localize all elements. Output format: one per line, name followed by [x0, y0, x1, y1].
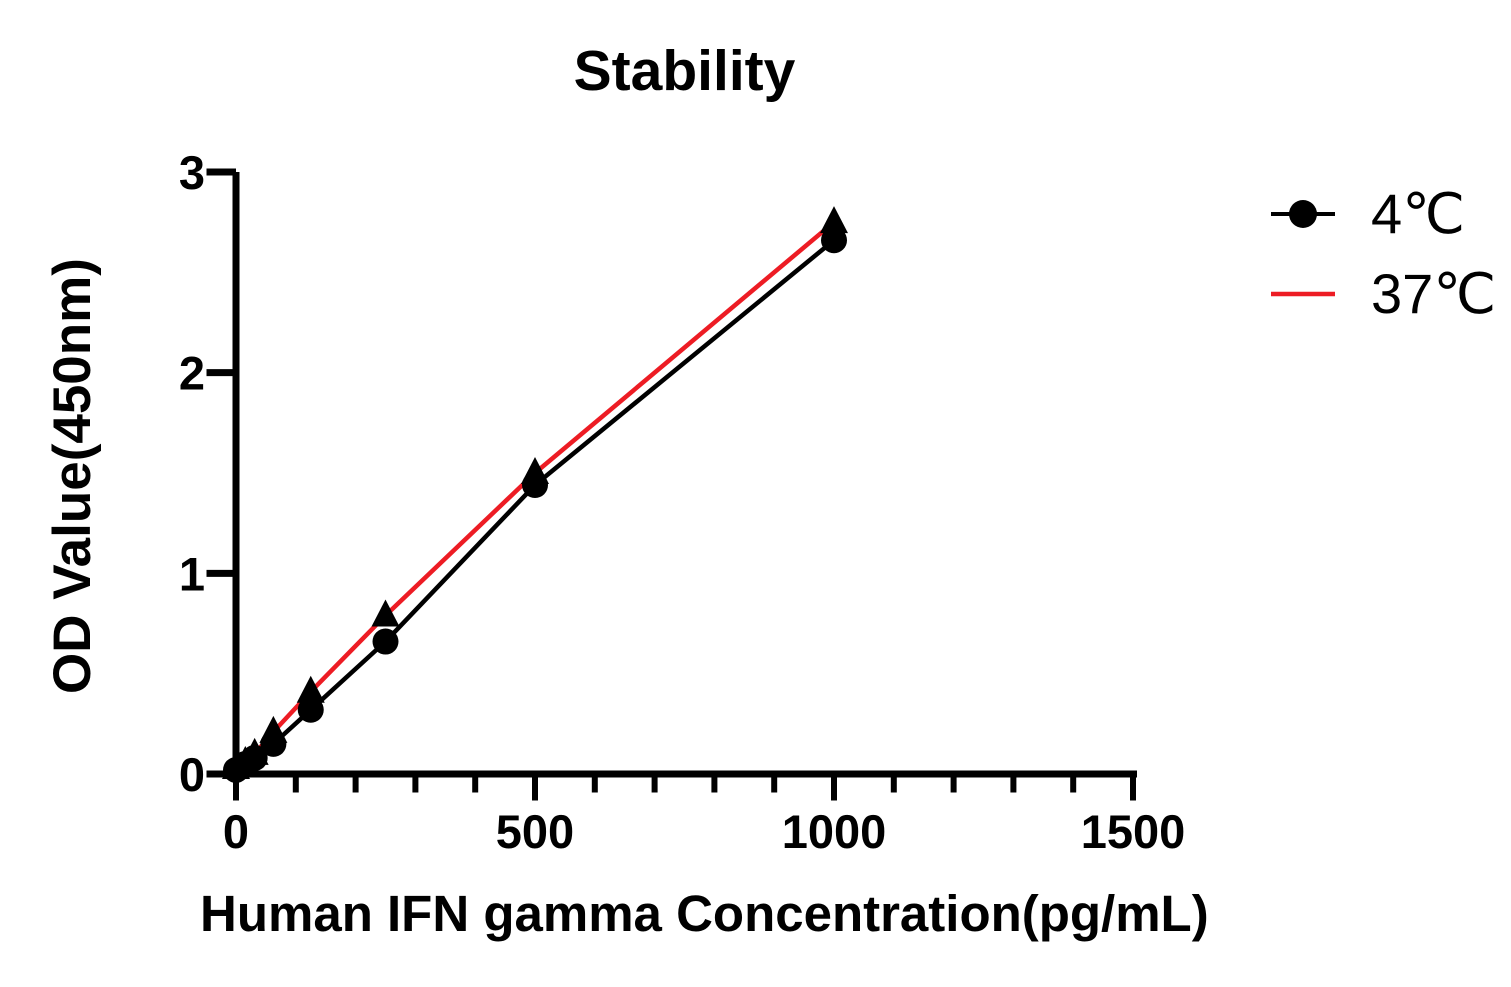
data-point-circle	[297, 696, 324, 723]
legend: 4℃ 37℃	[1268, 184, 1496, 324]
legend-item-37c: 37℃	[1268, 264, 1496, 324]
legend-item-4c: 4℃	[1268, 184, 1496, 244]
chart-title: Stability	[573, 39, 796, 103]
y-tick-label: 2	[179, 347, 205, 400]
legend-swatch-37c	[1271, 291, 1335, 297]
x-axis-title: Human IFN gamma Concentration(pg/mL)	[200, 885, 1209, 942]
legend-swatch-4c	[1271, 200, 1335, 228]
x-tick-label: 0	[223, 805, 249, 858]
x-tick-label: 1000	[782, 805, 887, 858]
data-point-triangle	[296, 675, 325, 703]
data-point-circle	[372, 628, 399, 655]
legend-label-4c: 4℃	[1371, 182, 1466, 245]
data-point-triangle	[240, 737, 269, 765]
x-tick-label: 1500	[1081, 805, 1186, 858]
data-point-circle	[821, 227, 847, 254]
data-point-triangle	[820, 206, 848, 234]
data-point-triangle	[259, 715, 288, 743]
legend-label-37c: 37℃	[1371, 262, 1497, 325]
y-tick-label: 1	[179, 547, 205, 600]
series-line-4	[234, 238, 836, 772]
legend-circle-marker-icon	[1289, 200, 1317, 228]
y-tick-label: 0	[179, 748, 205, 801]
data-point-triangle	[371, 599, 400, 627]
x-tick-label: 500	[496, 805, 574, 858]
data-point-triangle	[521, 457, 549, 484]
y-tick-label: 3	[179, 146, 205, 199]
